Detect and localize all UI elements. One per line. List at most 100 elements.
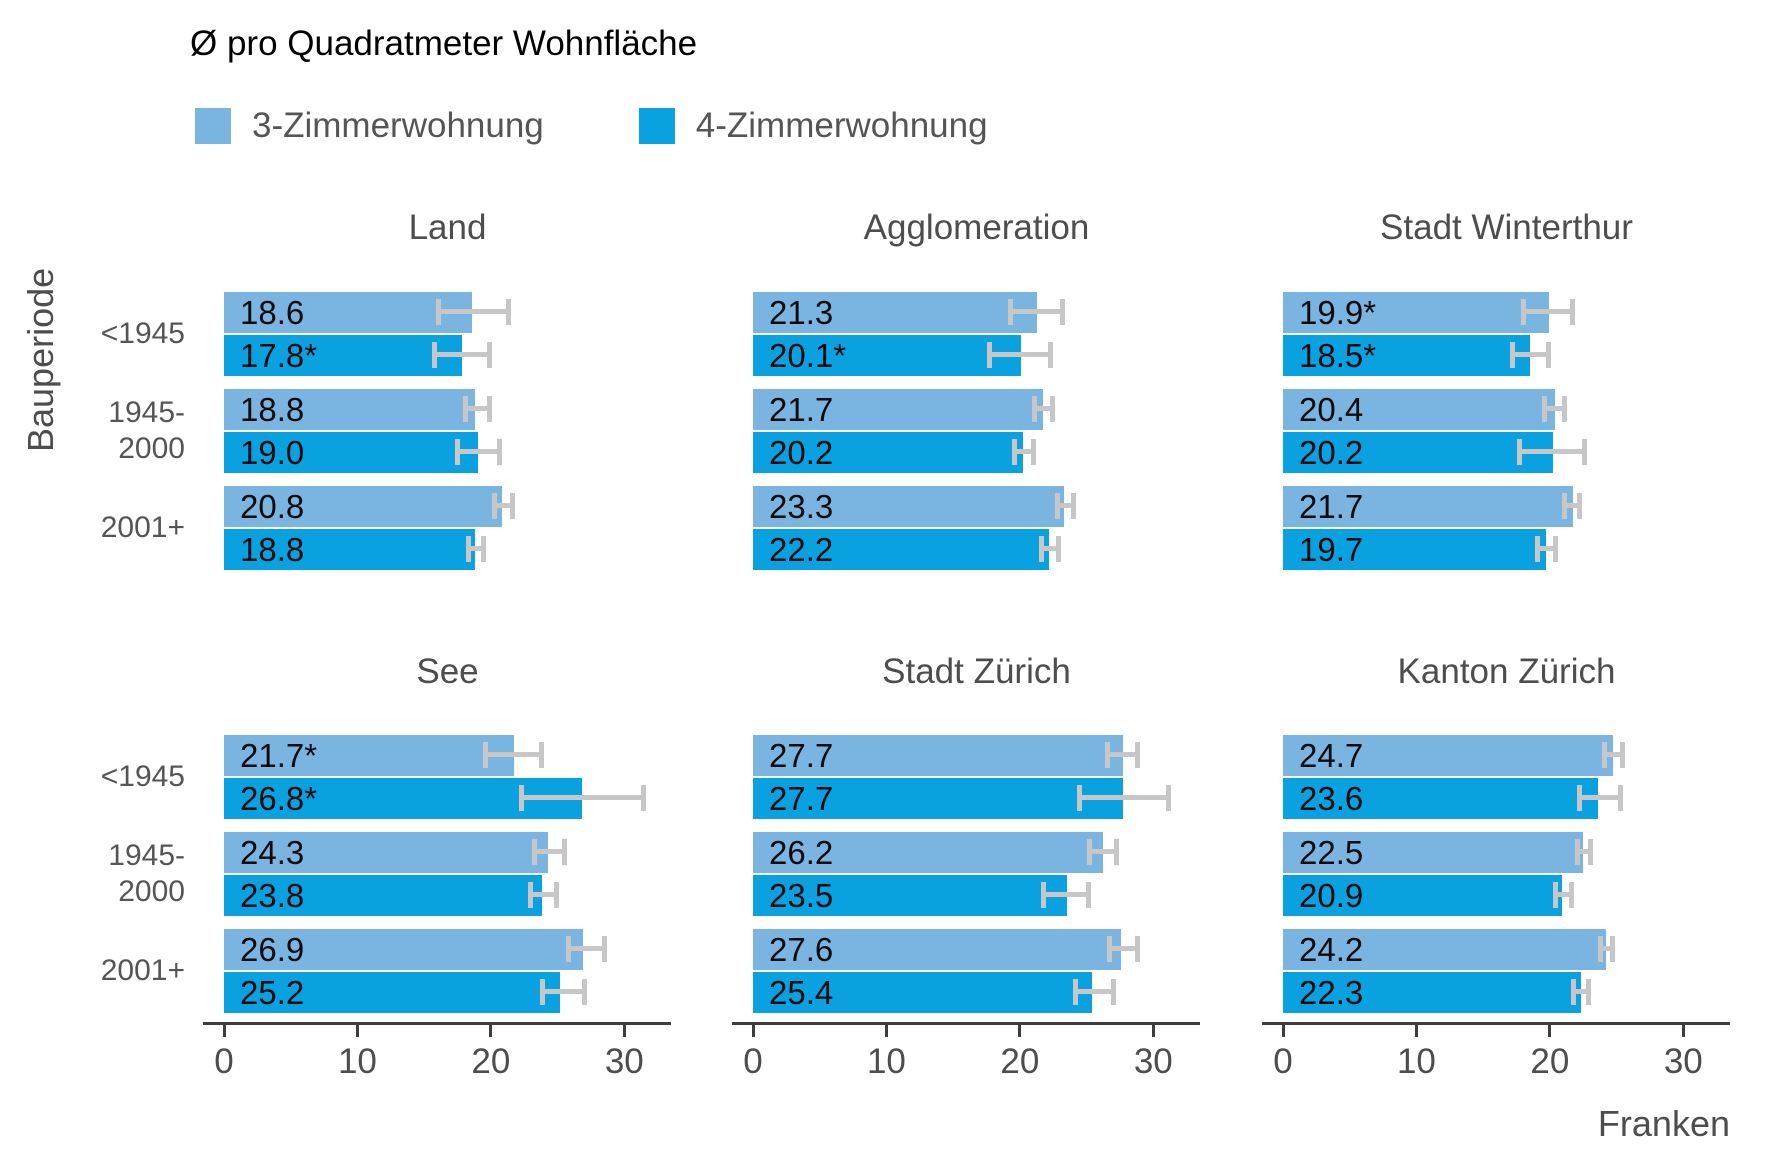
bar-value-label: 26.8* xyxy=(240,780,318,817)
bar-value-label: 20.2 xyxy=(1299,434,1364,471)
bar-value-label: 19.7 xyxy=(1299,531,1364,568)
x-axis-tick xyxy=(1281,1025,1285,1037)
error-bar xyxy=(436,299,511,325)
bar: 21.7 xyxy=(1283,486,1573,527)
bar-value-label: 23.8 xyxy=(240,877,305,914)
x-axis-tick xyxy=(751,1025,755,1037)
x-axis-tick-label: 20 xyxy=(1000,1042,1040,1081)
bar: 21.7* xyxy=(224,735,514,776)
bar-value-label: 20.9 xyxy=(1299,877,1364,914)
bar: 23.3 xyxy=(753,486,1064,527)
bar-value-label: 18.5* xyxy=(1299,337,1377,374)
legend: 3-Zimmerwohnung 4-Zimmerwohnung xyxy=(195,106,988,146)
bar-value-label: 25.2 xyxy=(240,974,305,1011)
panel-title: Kanton Zürich xyxy=(1397,652,1616,691)
x-axis-tick-label: 10 xyxy=(1396,1042,1436,1081)
legend-label: 3-Zimmerwohnung xyxy=(252,106,544,145)
x-axis-tick-label: 30 xyxy=(1133,1042,1173,1081)
panel-title: Stadt Winterthur xyxy=(1380,208,1633,247)
x-axis-tick xyxy=(1681,1025,1685,1037)
error-bar xyxy=(1520,299,1576,325)
bar-value-label: 24.2 xyxy=(1299,931,1364,968)
bar: 20.8 xyxy=(224,486,502,527)
error-bar xyxy=(1038,536,1062,562)
bar: 22.5 xyxy=(1283,832,1584,873)
error-bar xyxy=(1575,839,1593,865)
panel-title: See xyxy=(416,652,479,691)
error-bar xyxy=(540,979,587,1005)
error-bar xyxy=(986,342,1054,368)
x-axis-tick-label: 10 xyxy=(866,1042,906,1081)
bar: 18.6 xyxy=(224,292,473,333)
x-axis-tick xyxy=(1414,1025,1418,1037)
bar-value-label: 20.4 xyxy=(1299,391,1364,428)
bar: 23.8 xyxy=(224,875,542,916)
panel-title: Land xyxy=(408,208,487,247)
bar: 17.8* xyxy=(224,335,462,376)
row-label--1945: <1945 xyxy=(100,760,185,793)
bar-value-label: 19.9* xyxy=(1299,294,1377,331)
x-axis-tick xyxy=(622,1025,626,1037)
bar-value-label: 22.2 xyxy=(769,531,834,568)
bar-value-label: 22.5 xyxy=(1299,834,1364,871)
bar-value-label: 20.2 xyxy=(769,434,834,471)
x-axis-tick-label: 0 xyxy=(1273,1042,1293,1081)
bar: 20.4 xyxy=(1283,389,1556,430)
error-bar xyxy=(432,342,493,368)
error-bar xyxy=(1041,882,1091,908)
x-axis-tick xyxy=(1151,1025,1155,1037)
panel-stadt-z-rich: 27.7 27.7 26.2 23.5 27.6 25.4 xyxy=(753,735,1213,1015)
row-label-1945-2000: 1945- 2000 xyxy=(108,396,185,465)
x-axis-tick-label: 20 xyxy=(1530,1042,1570,1081)
error-bar xyxy=(462,396,493,422)
panel-title: Agglomeration xyxy=(863,208,1090,247)
error-bar xyxy=(1073,979,1116,1005)
panel-land: 18.6 17.8* 18.8 19.0 20.8 18.8 xyxy=(224,292,684,572)
error-bar xyxy=(1105,742,1140,768)
bar: 23.6 xyxy=(1283,778,1598,819)
bar: 19.7 xyxy=(1283,529,1546,570)
error-bar xyxy=(1561,493,1582,519)
bar-value-label: 21.7 xyxy=(1299,488,1364,525)
error-bar xyxy=(532,839,567,865)
error-bar xyxy=(565,936,607,962)
bar-value-label: 21.7* xyxy=(240,737,318,774)
error-bar xyxy=(1535,536,1558,562)
legend-swatch-4-zimmer-icon xyxy=(638,108,675,144)
bar: 27.7 xyxy=(753,778,1123,819)
bar-value-label: 21.3 xyxy=(769,294,834,331)
panel-stadt-winterthur: 19.9* 18.5* 20.4 20.2 21.7 19.7 xyxy=(1283,292,1743,572)
error-bar xyxy=(1597,936,1616,962)
x-axis-tick xyxy=(884,1025,888,1037)
bar: 19.9* xyxy=(1283,292,1549,333)
bar: 18.5* xyxy=(1283,335,1530,376)
bar: 20.1* xyxy=(753,335,1022,376)
legend-item-3-zimmer: 3-Zimmerwohnung xyxy=(195,106,544,146)
x-axis-tick-label: 10 xyxy=(337,1042,377,1081)
panel-agglomeration: 21.3 20.1* 21.7 20.2 23.3 22.2 xyxy=(753,292,1213,572)
bar-value-label: 23.6 xyxy=(1299,780,1364,817)
x-axis-tick xyxy=(1018,1025,1022,1037)
bar: 22.2 xyxy=(753,529,1050,570)
bar-value-label: 18.8 xyxy=(240,391,305,428)
error-bar xyxy=(1509,342,1552,368)
x-axis-line xyxy=(732,1022,1200,1025)
bar-value-label: 18.8 xyxy=(240,531,305,568)
bar: 23.5 xyxy=(753,875,1067,916)
bar-value-label: 23.3 xyxy=(769,488,834,525)
bar-value-label: 26.9 xyxy=(240,931,305,968)
error-bar xyxy=(454,439,502,465)
bar: 21.3 xyxy=(753,292,1038,333)
error-bar xyxy=(482,742,545,768)
bar-value-label: 27.6 xyxy=(769,931,834,968)
row-label-1945-2000: 1945- 2000 xyxy=(108,839,185,908)
error-bar xyxy=(1011,439,1036,465)
chart-title: Ø pro Quadratmeter Wohnfläche xyxy=(190,24,698,63)
panel-see: 21.7* 26.8* 24.3 23.8 26.9 25.2 xyxy=(224,735,684,1015)
bar-value-label: 27.7 xyxy=(769,737,834,774)
legend-swatch-3-zimmer-icon xyxy=(195,108,231,144)
x-axis-tick-label: 20 xyxy=(471,1042,511,1081)
bar: 24.7 xyxy=(1283,735,1613,776)
error-bar xyxy=(1576,785,1624,811)
